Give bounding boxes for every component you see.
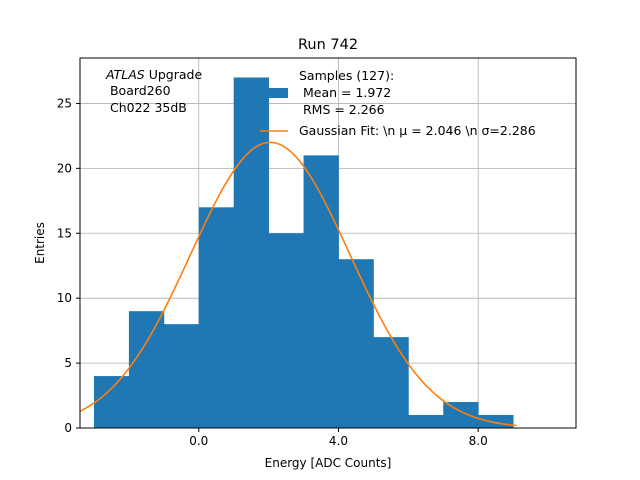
annotation-line-1: ATLAS Upgrade	[105, 67, 202, 82]
histogram-bar-2	[163, 324, 200, 428]
x-tick-label-2: 8.0	[469, 434, 488, 448]
plot-frame	[79, 57, 577, 429]
y-tick-label-1: 5	[64, 356, 72, 370]
histogram-bar-8	[373, 337, 409, 428]
y-axis-ticks: 0 5 10 15 20 25	[57, 96, 80, 435]
legend-hist-label-line-2: Mean = 1.972	[299, 85, 391, 100]
legend-hist-swatch	[260, 88, 288, 98]
legend: Samples (127): Mean = 1.972 RMS = 2.266 …	[260, 68, 536, 138]
legend-hist-label-line-3: RMS = 2.266	[299, 102, 385, 117]
y-axis-label: Entries	[33, 222, 47, 264]
x-axis-ticks: 0.0 4.0 8.0	[189, 428, 488, 448]
y-tick-label-5: 25	[57, 96, 72, 110]
y-tick-label-4: 20	[57, 161, 72, 175]
annotation-line-1-rest: Upgrade	[145, 67, 203, 82]
legend-fit-label: Gaussian Fit: \n μ = 2.046 \n σ=2.286	[299, 123, 536, 138]
x-axis-label: Energy [ADC Counts]	[265, 456, 392, 470]
x-tick-label-0: 0.0	[189, 434, 208, 448]
atlas-annotation: ATLAS Upgrade Board260 Ch022 35dB	[105, 67, 202, 115]
histogram-bar-0	[93, 376, 130, 428]
gaussian-fit-curve	[79, 141, 517, 427]
histogram-bar-4	[233, 77, 270, 428]
annotation-italic: ATLAS	[105, 67, 145, 82]
histogram-bar-6	[303, 155, 339, 429]
histogram-bar-10	[443, 402, 479, 428]
chart-title: Run 742	[298, 37, 358, 53]
histogram-bars	[93, 77, 514, 429]
histogram-bar-5	[268, 233, 304, 428]
histogram-bar-1	[128, 311, 165, 428]
histogram-bar-7	[338, 259, 374, 428]
y-tick-label-3: 15	[57, 226, 72, 240]
annotation-line-3: Ch022 35dB	[106, 100, 187, 115]
histogram-bar-3	[198, 207, 235, 428]
x-tick-label-1: 4.0	[329, 434, 348, 448]
histogram-bar-11	[478, 415, 514, 428]
annotation-line-2: Board260	[106, 83, 171, 98]
y-tick-label-2: 10	[57, 291, 72, 305]
legend-hist-label-line-1: Samples (127):	[299, 68, 394, 83]
histogram-bar-9	[408, 415, 444, 428]
y-tick-label-0: 0	[64, 421, 72, 435]
